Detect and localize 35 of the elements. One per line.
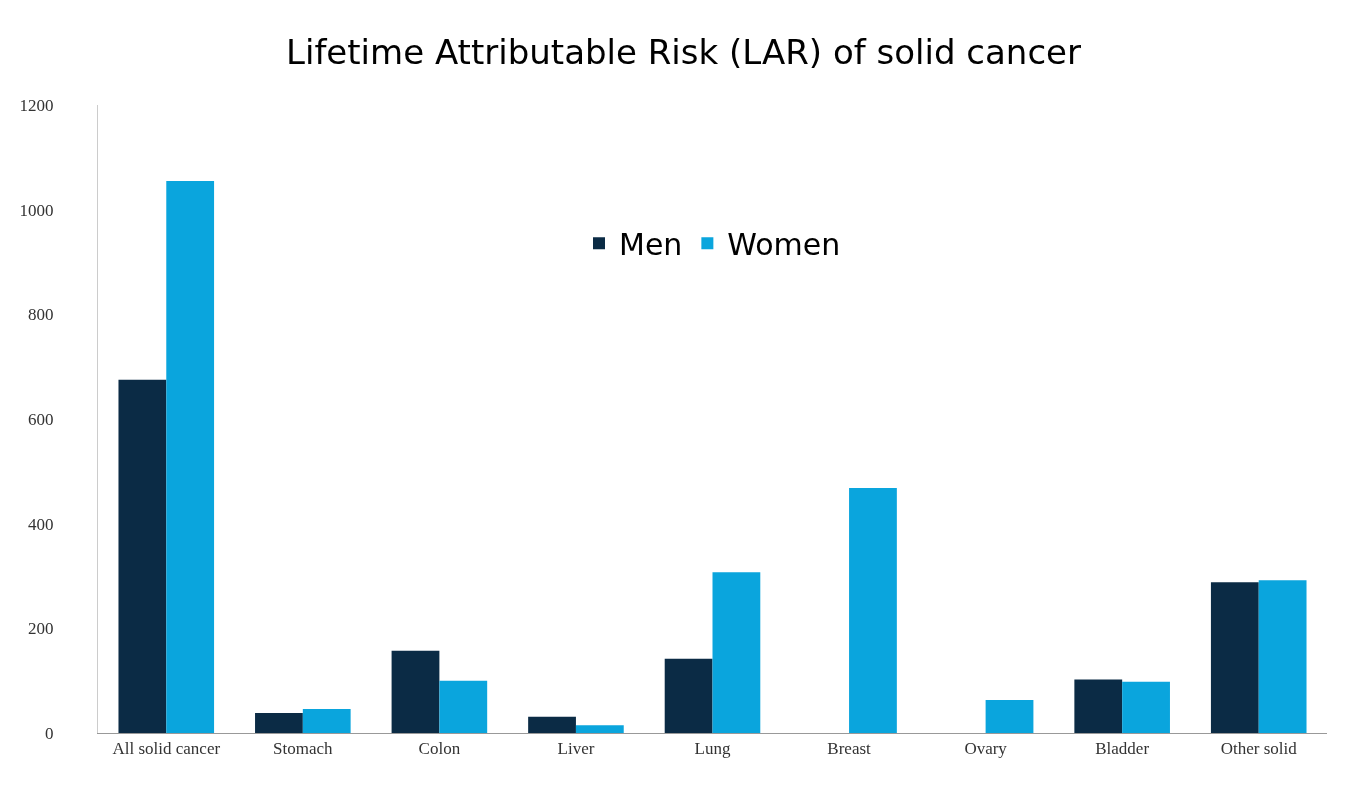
legend-label: Men: [619, 226, 683, 262]
x-tick-label: Breast: [827, 739, 872, 759]
bar: [439, 680, 488, 733]
x-tick-label: Colon: [418, 739, 461, 759]
bar: [1122, 681, 1170, 733]
chart-title: Lifetime Attributable Risk (LAR) of solid cancer: [286, 31, 1081, 72]
bar: [849, 488, 897, 733]
bar: [712, 572, 761, 733]
x-tick-label: Stomach: [273, 739, 334, 759]
x-tick-label: Bladder: [1095, 739, 1150, 759]
bar: [302, 708, 351, 733]
x-tick-label: Ovary: [964, 739, 1008, 759]
y-tick-label: 600: [28, 409, 54, 429]
x-tick-label: Liver: [557, 739, 595, 759]
bar: [166, 180, 215, 733]
bar: [118, 379, 167, 733]
bar: [255, 713, 303, 733]
bar: [391, 650, 440, 733]
y-tick-label: 800: [28, 305, 54, 325]
x-tick-label: Other solid: [1220, 739, 1298, 759]
bar: [985, 700, 1034, 733]
bar: [1210, 582, 1259, 733]
y-tick-label: 400: [28, 514, 54, 534]
bar: [664, 658, 713, 733]
y-tick-label: 1200: [19, 95, 54, 115]
bar: [528, 716, 576, 733]
x-tick-label: Lung: [694, 739, 731, 759]
x-tick-label: All solid cancer: [112, 739, 221, 759]
y-tick-label: 200: [28, 619, 54, 639]
bar: [1074, 679, 1123, 733]
legend-label: Women: [727, 226, 841, 262]
y-tick-label: 0: [45, 723, 54, 743]
y-tick-label: 1000: [19, 200, 54, 220]
bar: [575, 725, 624, 733]
bar: [1258, 580, 1307, 733]
